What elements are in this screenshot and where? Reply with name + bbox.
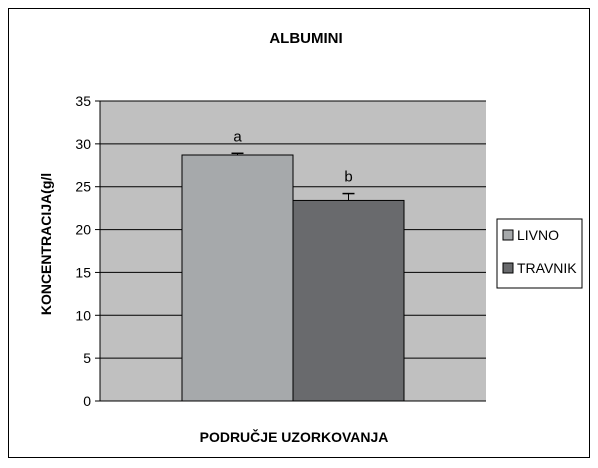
y-tick-label: 25 bbox=[75, 179, 91, 195]
data-label: a bbox=[233, 128, 242, 145]
y-tick-label: 10 bbox=[75, 307, 91, 323]
chart-title: ALBUMINI bbox=[269, 30, 342, 47]
legend-label-livno: LIVNO bbox=[517, 227, 559, 243]
legend-label-travnik: TRAVNIK bbox=[517, 260, 577, 276]
bar-livno bbox=[181, 154, 294, 402]
y-tick-label: 5 bbox=[83, 350, 91, 366]
x-axis-label: PODRUČJE UZORKOVANJA bbox=[200, 428, 389, 445]
y-axis: 0 5 10 15 20 25 30 35 bbox=[75, 93, 486, 409]
y-tick-label: 20 bbox=[75, 222, 91, 238]
data-label: b bbox=[344, 169, 352, 186]
y-tick-label: 30 bbox=[75, 136, 91, 152]
legend-swatch-travnik bbox=[502, 262, 514, 274]
legend: LIVNO TRAVNIK bbox=[496, 218, 583, 289]
y-tick-label: 0 bbox=[83, 393, 91, 409]
y-tick-label: 35 bbox=[75, 93, 91, 109]
y-axis-label: KONCENTRACIJA(g/l bbox=[38, 173, 54, 315]
legend-swatch-livno bbox=[502, 229, 514, 241]
bars: ab bbox=[181, 128, 405, 402]
bar-travnik bbox=[292, 199, 405, 402]
y-tick-label: 15 bbox=[75, 264, 91, 280]
